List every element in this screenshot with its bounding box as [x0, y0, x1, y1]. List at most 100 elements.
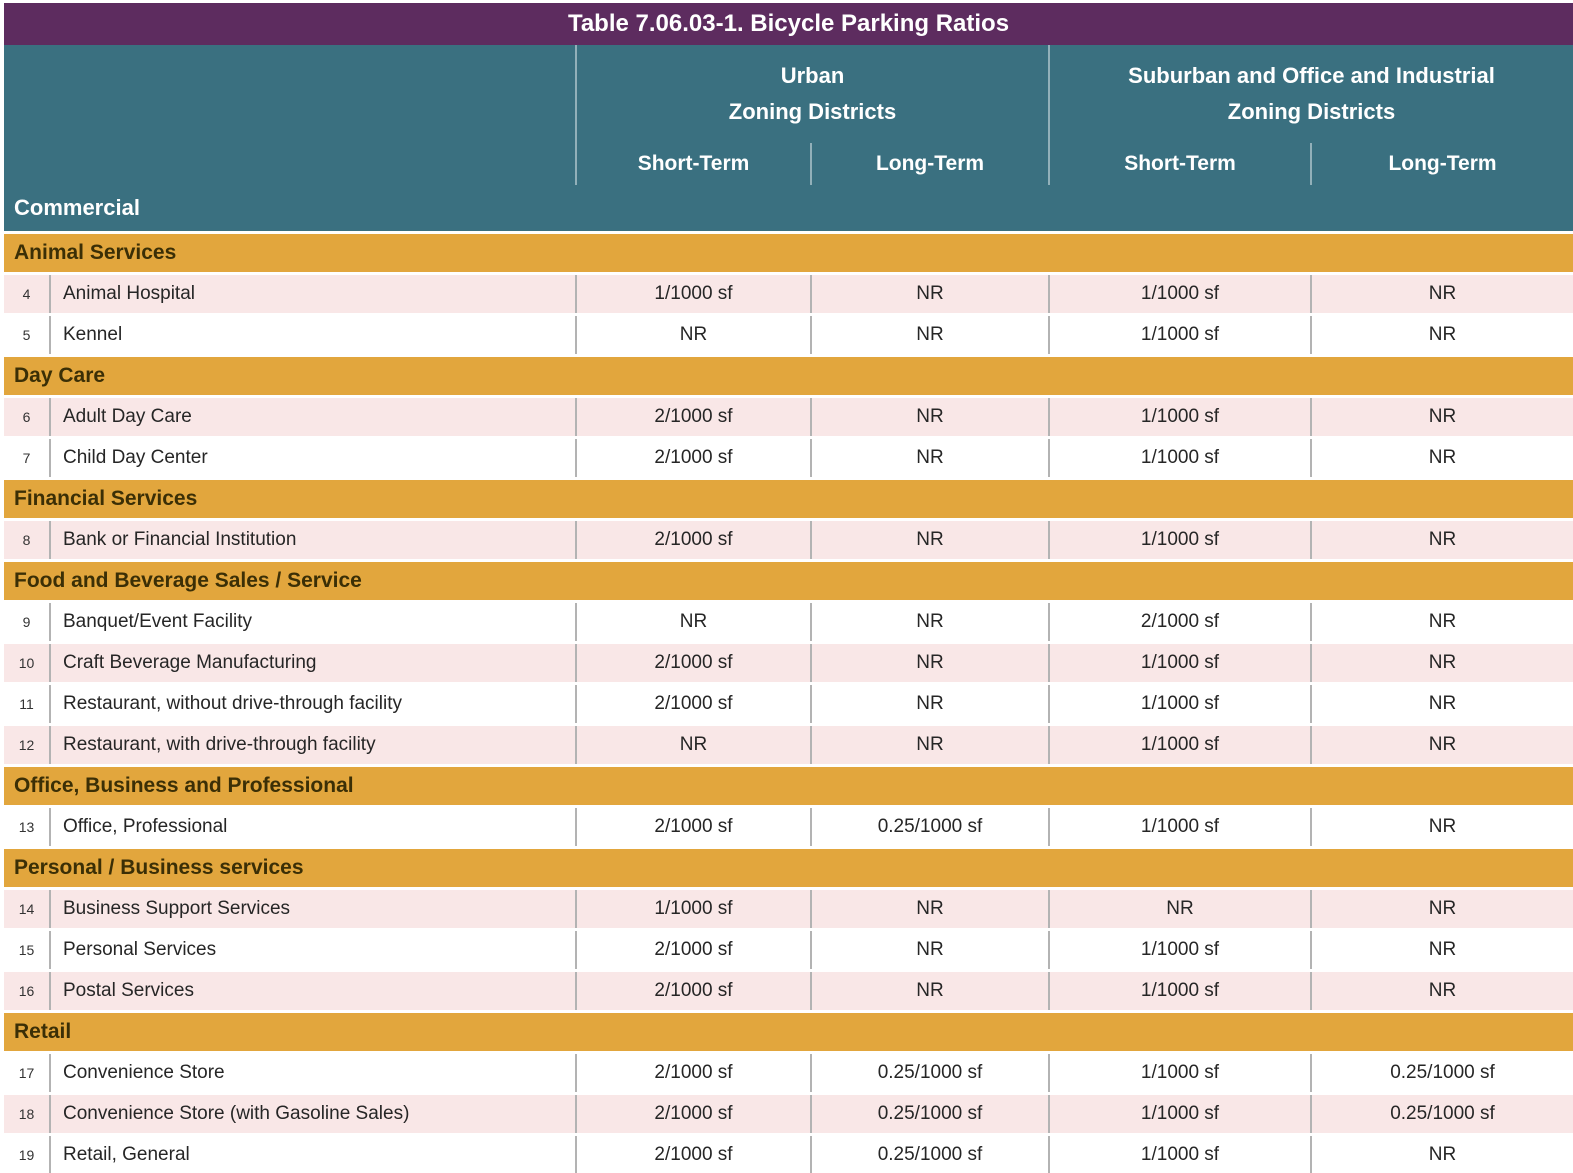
- urban-long-term-value: NR: [810, 521, 1048, 559]
- use-name: Banquet/Event Facility: [49, 603, 575, 641]
- suburban-short-term-value: 1/1000 sf: [1048, 275, 1310, 313]
- table-row: 15 Personal Services 2/1000 sf NR 1/1000 sf N…: [4, 928, 1573, 969]
- category-header-row: Food and Beverage Sales / Service: [4, 559, 1573, 600]
- column-group-urban-line1: Urban: [780, 63, 845, 88]
- category-header-row: Personal / Business services: [4, 846, 1573, 887]
- urban-short-term-value: 2/1000 sf: [575, 644, 810, 682]
- column-group-urban: Urban Zoning Districts: [575, 45, 1048, 143]
- suburban-long-term-value: 0.25/1000 sf: [1310, 1095, 1573, 1133]
- urban-long-term-value: NR: [810, 685, 1048, 723]
- row-number: 10: [18, 655, 35, 671]
- suburban-long-term-value: NR: [1310, 726, 1573, 764]
- urban-short-term-value: 2/1000 sf: [575, 1136, 810, 1173]
- row-number: 7: [22, 450, 31, 466]
- use-name: Animal Hospital: [49, 275, 575, 313]
- suburban-short-term-value: 1/1000 sf: [1048, 972, 1310, 1010]
- urban-short-term-value: 2/1000 sf: [575, 931, 810, 969]
- use-name: Convenience Store: [49, 1054, 575, 1092]
- section-header-commercial: Commercial: [4, 185, 1573, 231]
- suburban-long-term-value: NR: [1310, 890, 1573, 928]
- column-group-suburban-office-industrial: Suburban and Office and Industrial Zonin…: [1048, 45, 1573, 143]
- table-title: Table 7.06.03-1. Bicycle Parking Ratios: [4, 3, 1573, 45]
- table-row: 14 Business Support Services 1/1000 sf NR NR…: [4, 887, 1573, 928]
- suburban-long-term-value: 0.25/1000 sf: [1310, 1054, 1573, 1092]
- header-corner-cell: [4, 45, 575, 185]
- use-name: Convenience Store (with Gasoline Sales): [49, 1095, 575, 1133]
- use-name: Personal Services: [49, 931, 575, 969]
- suburban-short-term-value: 1/1000 sf: [1048, 1095, 1310, 1133]
- use-name: Business Support Services: [49, 890, 575, 928]
- urban-short-term-value: 1/1000 sf: [575, 275, 810, 313]
- urban-long-term-value: NR: [810, 972, 1048, 1010]
- urban-long-term-value: 0.25/1000 sf: [810, 808, 1048, 846]
- suburban-long-term-value: NR: [1310, 644, 1573, 682]
- table-row: 11 Restaurant, without drive-through faci…: [4, 682, 1573, 723]
- table-row: 10 Craft Beverage Manufacturing 2/1000 sf N…: [4, 641, 1573, 682]
- suburban-long-term-value: NR: [1310, 603, 1573, 641]
- urban-short-term-value: NR: [575, 726, 810, 764]
- table-row: 4 Animal Hospital 1/1000 sf NR 1/1000 sf NR: [4, 272, 1573, 313]
- use-name: Office, Professional: [49, 808, 575, 846]
- urban-long-term-value: 0.25/1000 sf: [810, 1054, 1048, 1092]
- urban-short-term-value: 2/1000 sf: [575, 521, 810, 559]
- use-name: Craft Beverage Manufacturing: [49, 644, 575, 682]
- suburban-short-term-value: 1/1000 sf: [1048, 521, 1310, 559]
- suburban-short-term-value: 1/1000 sf: [1048, 644, 1310, 682]
- suburban-long-term-value: NR: [1310, 931, 1573, 969]
- suburban-long-term-value: NR: [1310, 398, 1573, 436]
- urban-short-term-value: 2/1000 sf: [575, 808, 810, 846]
- row-number: 16: [18, 983, 35, 999]
- suburban-long-term-value: NR: [1310, 1136, 1573, 1173]
- suburban-short-term-value: 1/1000 sf: [1048, 439, 1310, 477]
- urban-short-term-value: 1/1000 sf: [575, 890, 810, 928]
- category-header-row: Financial Services: [4, 477, 1573, 518]
- row-number: 14: [18, 901, 35, 917]
- table-row: 5 Kennel NR NR 1/1000 sf NR: [4, 313, 1573, 354]
- table-row: 16 Postal Services 2/1000 sf NR 1/1000 sf NR: [4, 969, 1573, 1010]
- category-header-row: Office, Business and Professional: [4, 764, 1573, 805]
- urban-short-term-value: 2/1000 sf: [575, 1095, 810, 1133]
- urban-short-term-value: 2/1000 sf: [575, 439, 810, 477]
- row-number: 12: [18, 737, 35, 753]
- use-name: Restaurant, with drive-through facility: [49, 726, 575, 764]
- row-number: 6: [22, 409, 31, 425]
- suburban-short-term-value: 1/1000 sf: [1048, 316, 1310, 354]
- table-body: Animal Services 4 Animal Hospital 1/1000 sf…: [4, 231, 1573, 1173]
- use-name: Retail, General: [49, 1136, 575, 1173]
- row-number: 11: [19, 696, 34, 712]
- suburban-long-term-value: NR: [1310, 316, 1573, 354]
- suburban-long-term-value: NR: [1310, 439, 1573, 477]
- urban-long-term-value: NR: [810, 890, 1048, 928]
- urban-long-term-value: NR: [810, 398, 1048, 436]
- urban-long-term-value: NR: [810, 931, 1048, 969]
- row-number: 13: [18, 819, 35, 835]
- category-header-row: Animal Services: [4, 231, 1573, 272]
- row-number: 4: [22, 286, 31, 302]
- table-row: 19 Retail, General 2/1000 sf 0.25/1000 sf 1/…: [4, 1133, 1573, 1173]
- urban-long-term-value: NR: [810, 275, 1048, 313]
- suburban-long-term-value: NR: [1310, 521, 1573, 559]
- urban-long-term-value: NR: [810, 439, 1048, 477]
- urban-short-term-value: NR: [575, 316, 810, 354]
- urban-short-term-value: 2/1000 sf: [575, 398, 810, 436]
- suburban-short-term-value: 2/1000 sf: [1048, 603, 1310, 641]
- row-number: 18: [18, 1106, 35, 1122]
- use-name: Kennel: [49, 316, 575, 354]
- subheader-urban-short-term: Short-Term: [575, 143, 810, 185]
- suburban-long-term-value: NR: [1310, 808, 1573, 846]
- suburban-short-term-value: 1/1000 sf: [1048, 1136, 1310, 1173]
- suburban-long-term-value: NR: [1310, 685, 1573, 723]
- suburban-short-term-value: 1/1000 sf: [1048, 1054, 1310, 1092]
- table-row: 9 Banquet/Event Facility NR NR 2/1000 sf NR: [4, 600, 1573, 641]
- subheader-suburban-long-term: Long-Term: [1310, 143, 1573, 185]
- use-name: Child Day Center: [49, 439, 575, 477]
- suburban-short-term-value: NR: [1048, 890, 1310, 928]
- use-name: Postal Services: [49, 972, 575, 1010]
- category-header-row: Retail: [4, 1010, 1573, 1051]
- use-name: Bank or Financial Institution: [49, 521, 575, 559]
- suburban-short-term-value: 1/1000 sf: [1048, 808, 1310, 846]
- row-number: 17: [18, 1065, 35, 1081]
- row-number: 15: [18, 942, 35, 958]
- table-row: 17 Convenience Store 2/1000 sf 0.25/1000 sf…: [4, 1051, 1573, 1092]
